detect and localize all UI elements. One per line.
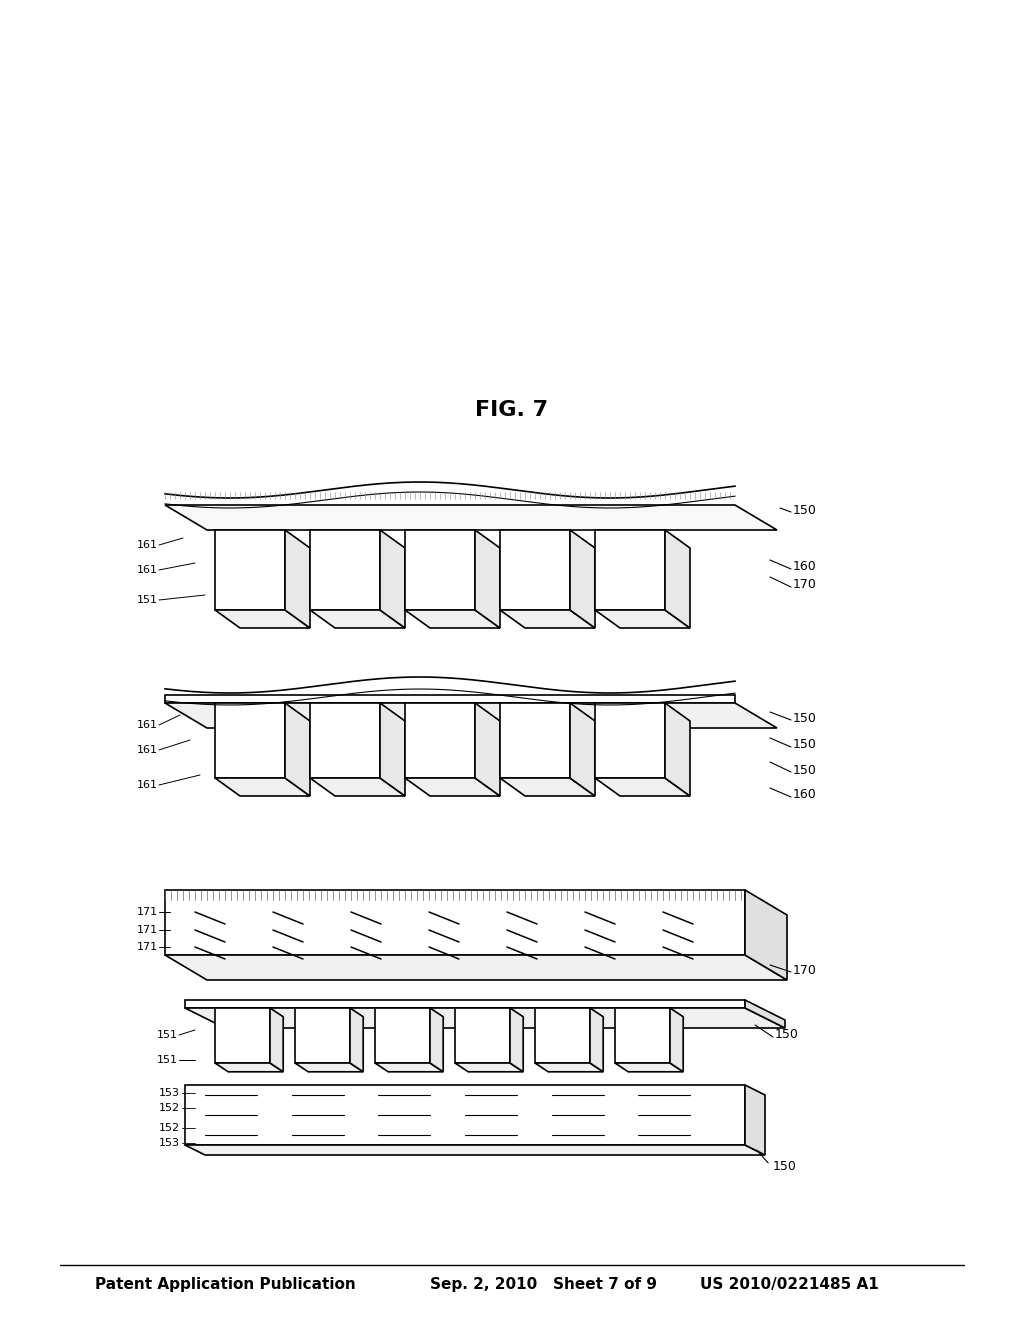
Polygon shape	[310, 531, 380, 610]
Polygon shape	[165, 506, 777, 531]
Polygon shape	[165, 696, 735, 704]
Polygon shape	[665, 531, 690, 628]
Polygon shape	[270, 1008, 284, 1072]
Text: 153: 153	[159, 1088, 180, 1098]
Polygon shape	[185, 1008, 785, 1028]
Text: 160: 160	[793, 788, 817, 801]
Polygon shape	[215, 610, 310, 628]
Polygon shape	[185, 1001, 745, 1008]
Polygon shape	[406, 704, 475, 777]
Text: Patent Application Publication: Patent Application Publication	[95, 1278, 355, 1292]
Polygon shape	[570, 531, 595, 628]
Polygon shape	[590, 1008, 603, 1072]
Polygon shape	[285, 531, 310, 628]
Polygon shape	[185, 1144, 765, 1155]
Polygon shape	[406, 531, 475, 610]
Polygon shape	[375, 1008, 430, 1063]
Polygon shape	[215, 1008, 270, 1063]
Text: 151: 151	[137, 595, 158, 605]
Text: Sep. 2, 2010   Sheet 7 of 9: Sep. 2, 2010 Sheet 7 of 9	[430, 1278, 657, 1292]
Text: FIG. 7: FIG. 7	[475, 400, 549, 420]
Text: 161: 161	[137, 540, 158, 550]
Text: 150: 150	[793, 763, 817, 776]
Polygon shape	[595, 777, 690, 796]
Polygon shape	[310, 777, 406, 796]
Polygon shape	[500, 704, 570, 777]
Polygon shape	[670, 1008, 683, 1072]
Text: 161: 161	[137, 719, 158, 730]
Text: 150: 150	[793, 738, 817, 751]
Polygon shape	[310, 610, 406, 628]
Polygon shape	[215, 777, 310, 796]
Text: 161: 161	[137, 565, 158, 576]
Polygon shape	[535, 1008, 590, 1063]
Polygon shape	[215, 704, 285, 777]
Polygon shape	[165, 890, 745, 954]
Polygon shape	[745, 1085, 765, 1155]
Polygon shape	[310, 704, 380, 777]
Polygon shape	[475, 531, 500, 628]
Text: US 2010/0221485 A1: US 2010/0221485 A1	[700, 1278, 879, 1292]
Text: 170: 170	[793, 964, 817, 977]
Polygon shape	[380, 531, 406, 628]
Polygon shape	[430, 1008, 443, 1072]
Text: 150: 150	[775, 1028, 799, 1041]
Text: 150: 150	[793, 503, 817, 516]
Text: 171: 171	[137, 925, 158, 935]
Polygon shape	[595, 531, 665, 610]
Polygon shape	[165, 704, 777, 729]
Polygon shape	[380, 704, 406, 796]
Text: 150: 150	[793, 711, 817, 725]
Polygon shape	[745, 1001, 785, 1028]
Polygon shape	[510, 1008, 523, 1072]
Polygon shape	[745, 890, 787, 979]
Text: 171: 171	[137, 942, 158, 952]
Text: 150: 150	[773, 1160, 797, 1173]
Polygon shape	[595, 610, 690, 628]
Polygon shape	[595, 704, 665, 777]
Text: 151: 151	[157, 1030, 178, 1040]
Polygon shape	[295, 1063, 364, 1072]
Text: 160: 160	[793, 561, 817, 573]
Polygon shape	[500, 531, 570, 610]
Polygon shape	[165, 954, 787, 979]
Polygon shape	[615, 1063, 683, 1072]
Polygon shape	[375, 1063, 443, 1072]
Polygon shape	[665, 704, 690, 796]
Polygon shape	[570, 704, 595, 796]
Polygon shape	[475, 704, 500, 796]
Text: 153: 153	[159, 1138, 180, 1148]
Text: 161: 161	[137, 744, 158, 755]
Polygon shape	[500, 610, 595, 628]
Polygon shape	[185, 1085, 745, 1144]
Polygon shape	[406, 610, 500, 628]
Polygon shape	[615, 1008, 670, 1063]
Text: 170: 170	[793, 578, 817, 591]
Text: 152: 152	[159, 1104, 180, 1113]
Polygon shape	[215, 531, 285, 610]
Polygon shape	[295, 1008, 350, 1063]
Polygon shape	[455, 1063, 523, 1072]
Polygon shape	[285, 704, 310, 796]
Text: 171: 171	[137, 907, 158, 917]
Polygon shape	[406, 777, 500, 796]
Polygon shape	[535, 1063, 603, 1072]
Polygon shape	[455, 1008, 510, 1063]
Polygon shape	[500, 777, 595, 796]
Text: 152: 152	[159, 1123, 180, 1133]
Polygon shape	[215, 1063, 284, 1072]
Text: 151: 151	[157, 1055, 178, 1065]
Polygon shape	[350, 1008, 364, 1072]
Text: 161: 161	[137, 780, 158, 789]
